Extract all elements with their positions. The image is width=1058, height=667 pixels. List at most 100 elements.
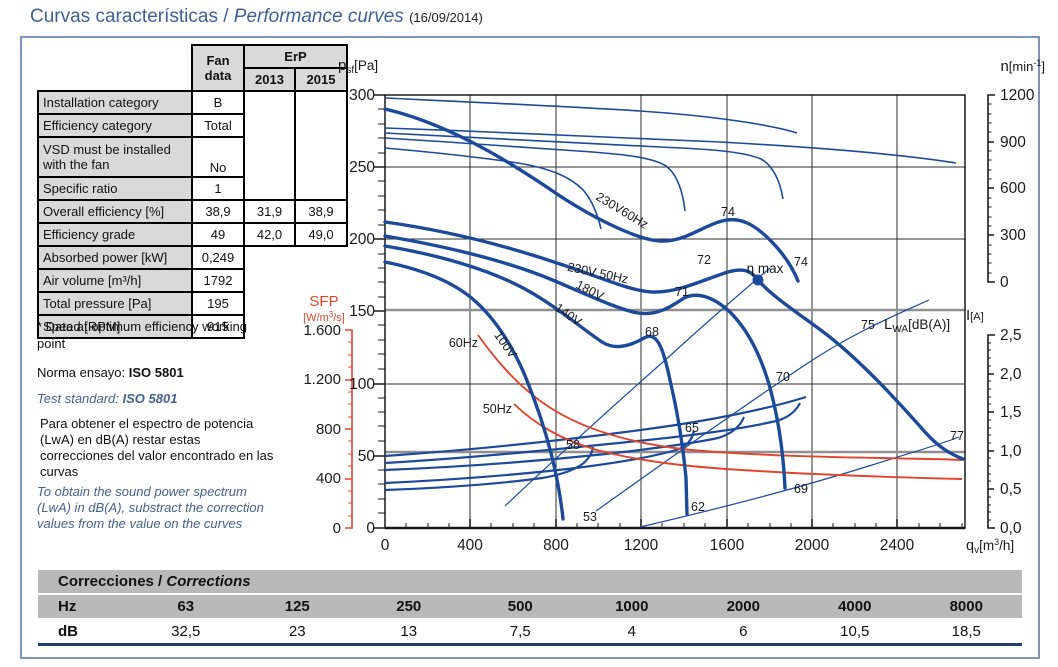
p-axis-tick: 100 xyxy=(349,376,375,393)
db-value: 10,5 xyxy=(840,623,870,640)
curve-label-50hz: 50Hz xyxy=(483,402,512,416)
speed-curve-180v xyxy=(384,132,784,200)
lwa-value: 72 xyxy=(697,253,711,267)
pressure-curve-140v xyxy=(383,244,689,516)
q-axis-tick: 2400 xyxy=(880,537,915,554)
header-2013: 2013 xyxy=(243,67,296,92)
p-axis-tick: 150 xyxy=(349,303,375,320)
i-axis-tick: 0,5 xyxy=(1000,481,1022,498)
sfp-axis-ticks: 1.600 1.200 800 400 0 xyxy=(303,322,341,537)
lwa-value: 77 xyxy=(950,429,964,443)
i-axis-tick: 1,5 xyxy=(1000,404,1022,421)
header-fan-data: Fan data xyxy=(191,44,245,92)
pressure-curve-100v xyxy=(383,260,565,521)
pressure-curve-180v xyxy=(383,234,787,490)
lwa-value: 71 xyxy=(675,285,689,299)
current-curve-140v xyxy=(384,430,696,485)
table-row: Efficiency grade 49 42,0 49,0 xyxy=(37,222,348,247)
i-axis-tick: 2,5 xyxy=(1000,327,1022,344)
hz-row-label: Hz xyxy=(58,598,77,615)
p-axis-ticks: 300 250 200 150 100 50 0 xyxy=(349,87,375,537)
current-curve-230v50 xyxy=(384,402,801,465)
i-axis-tick: 1,0 xyxy=(1000,443,1022,460)
pressure-curve-230v50hz xyxy=(383,220,965,461)
sfp-axis-tick: 1.600 xyxy=(303,322,341,339)
i-axis-title: I[A] xyxy=(966,307,984,324)
p-axis-tick: 300 xyxy=(349,87,375,104)
pressure-curve-230v60hz xyxy=(383,107,800,283)
i-axis-tick: 2,0 xyxy=(1000,366,1022,383)
hz-value: 500 xyxy=(507,598,533,615)
sfp-curve-labels: 60Hz 50Hz xyxy=(449,336,512,416)
sfp-curve-50hz xyxy=(513,403,963,480)
db-value: 6 xyxy=(739,623,748,640)
pressure-curves xyxy=(383,107,965,521)
table-row: Installation category B xyxy=(37,90,348,201)
curve-labels: 230V60Hz 230V 50Hz 180V 140V 100V η max xyxy=(491,190,783,362)
db-value: 4 xyxy=(627,623,636,640)
fan-data-table: Fan data ErP 2013 2015 Installation cate… xyxy=(37,44,348,339)
header-erp: ErP xyxy=(243,44,348,69)
title-date: (16/09/2014) xyxy=(409,10,483,25)
lwa-value: 74 xyxy=(794,255,808,269)
corrections-title: Correcciones / Corrections xyxy=(38,570,1022,595)
hz-value: 125 xyxy=(284,598,310,615)
eta-max-locus-line xyxy=(504,267,771,507)
table-row: Air volume [m³/h] 1792 xyxy=(37,268,347,293)
hz-value: 4000 xyxy=(838,598,872,615)
speed-curve-140v xyxy=(384,137,686,212)
q-axis-tick: 0 xyxy=(381,537,390,554)
hz-value: 1000 xyxy=(615,598,649,615)
table-row: Overall efficiency [%] 38,9 31,9 38,9 xyxy=(37,199,348,224)
n-axis-ticks: 1200 900 600 300 0 xyxy=(1000,87,1035,291)
lwa-value: 75 xyxy=(861,318,875,332)
speed-curve-100v xyxy=(384,147,602,230)
table-row: Efficiency category Total xyxy=(37,113,347,138)
lwa-value: 68 xyxy=(645,325,659,339)
sfp-axis-unit: [W/m3/s] xyxy=(303,310,345,324)
i-axis-tick: 0,0 xyxy=(1000,520,1022,537)
p-axis-tick: 50 xyxy=(358,448,376,465)
table-row: Absorbed power [kW] 0,249 xyxy=(37,245,347,270)
q-axis-tick: 800 xyxy=(543,537,569,554)
lwa-value: 69 xyxy=(794,482,808,496)
n-axis-tick: 600 xyxy=(1000,180,1026,197)
table-row: VSD must be installed with the fan No xyxy=(37,136,347,178)
q-axis-title: qv[m3/h] xyxy=(966,537,1014,556)
hz-value: 2000 xyxy=(726,598,760,615)
sfp-axis-tick: 0 xyxy=(333,520,341,537)
db-value: 7,5 xyxy=(509,623,531,640)
sfp-axis-tick: 1.200 xyxy=(303,371,341,388)
n-axis-tick: 300 xyxy=(1000,227,1026,244)
n-axis-title: n[min-1] xyxy=(1000,58,1045,75)
hz-value: 250 xyxy=(396,598,422,615)
lwa-value: 74 xyxy=(721,205,735,219)
lwa-value: 62 xyxy=(691,500,705,514)
q-axis-tick: 2000 xyxy=(795,537,830,554)
n-axis-tick: 0 xyxy=(1000,274,1009,291)
db-value: 13 xyxy=(400,623,418,640)
lwa-value: 65 xyxy=(685,421,699,435)
curve-label-60hz: 60Hz xyxy=(449,336,478,350)
i-axis-ticks: 2,5 2,0 1,5 1,0 0,5 0,0 xyxy=(1000,327,1022,537)
header-2015: 2015 xyxy=(294,67,348,92)
diagonal-lines xyxy=(504,267,960,528)
sfp-axis-tick: 400 xyxy=(316,470,341,487)
table-row: Total pressure [Pa] 195 xyxy=(37,291,347,316)
n-axis-tick: 1200 xyxy=(1000,87,1035,104)
table-row: Specific ratio 1 xyxy=(37,176,347,201)
q-axis-ticks: 0 400 800 1200 1600 2000 2400 xyxy=(381,537,915,554)
curve-label-230v60hz: 230V60Hz xyxy=(593,190,650,232)
note-optimum: * Data at optimum efficiency working poi… xyxy=(37,319,248,351)
note-es: Para obtener el espectro de potencia (Lw… xyxy=(40,416,274,479)
speed-curve-230v50 xyxy=(384,127,957,164)
eta-max-point xyxy=(752,274,764,286)
p-axis-tick: 200 xyxy=(349,231,375,248)
lwa-value: 53 xyxy=(583,510,597,524)
page-title: Curvas características / Performance cur… xyxy=(30,6,483,28)
corrections-table: Correcciones / Corrections Hz 63 125 250… xyxy=(38,570,1022,646)
db-value: 32,5 xyxy=(171,623,201,640)
note-norma: Norma ensayo: ISO 5801 xyxy=(37,365,184,380)
note-test-standard: Test standard: ISO 5801 xyxy=(37,391,178,406)
title-en: Performance curves xyxy=(233,6,404,27)
